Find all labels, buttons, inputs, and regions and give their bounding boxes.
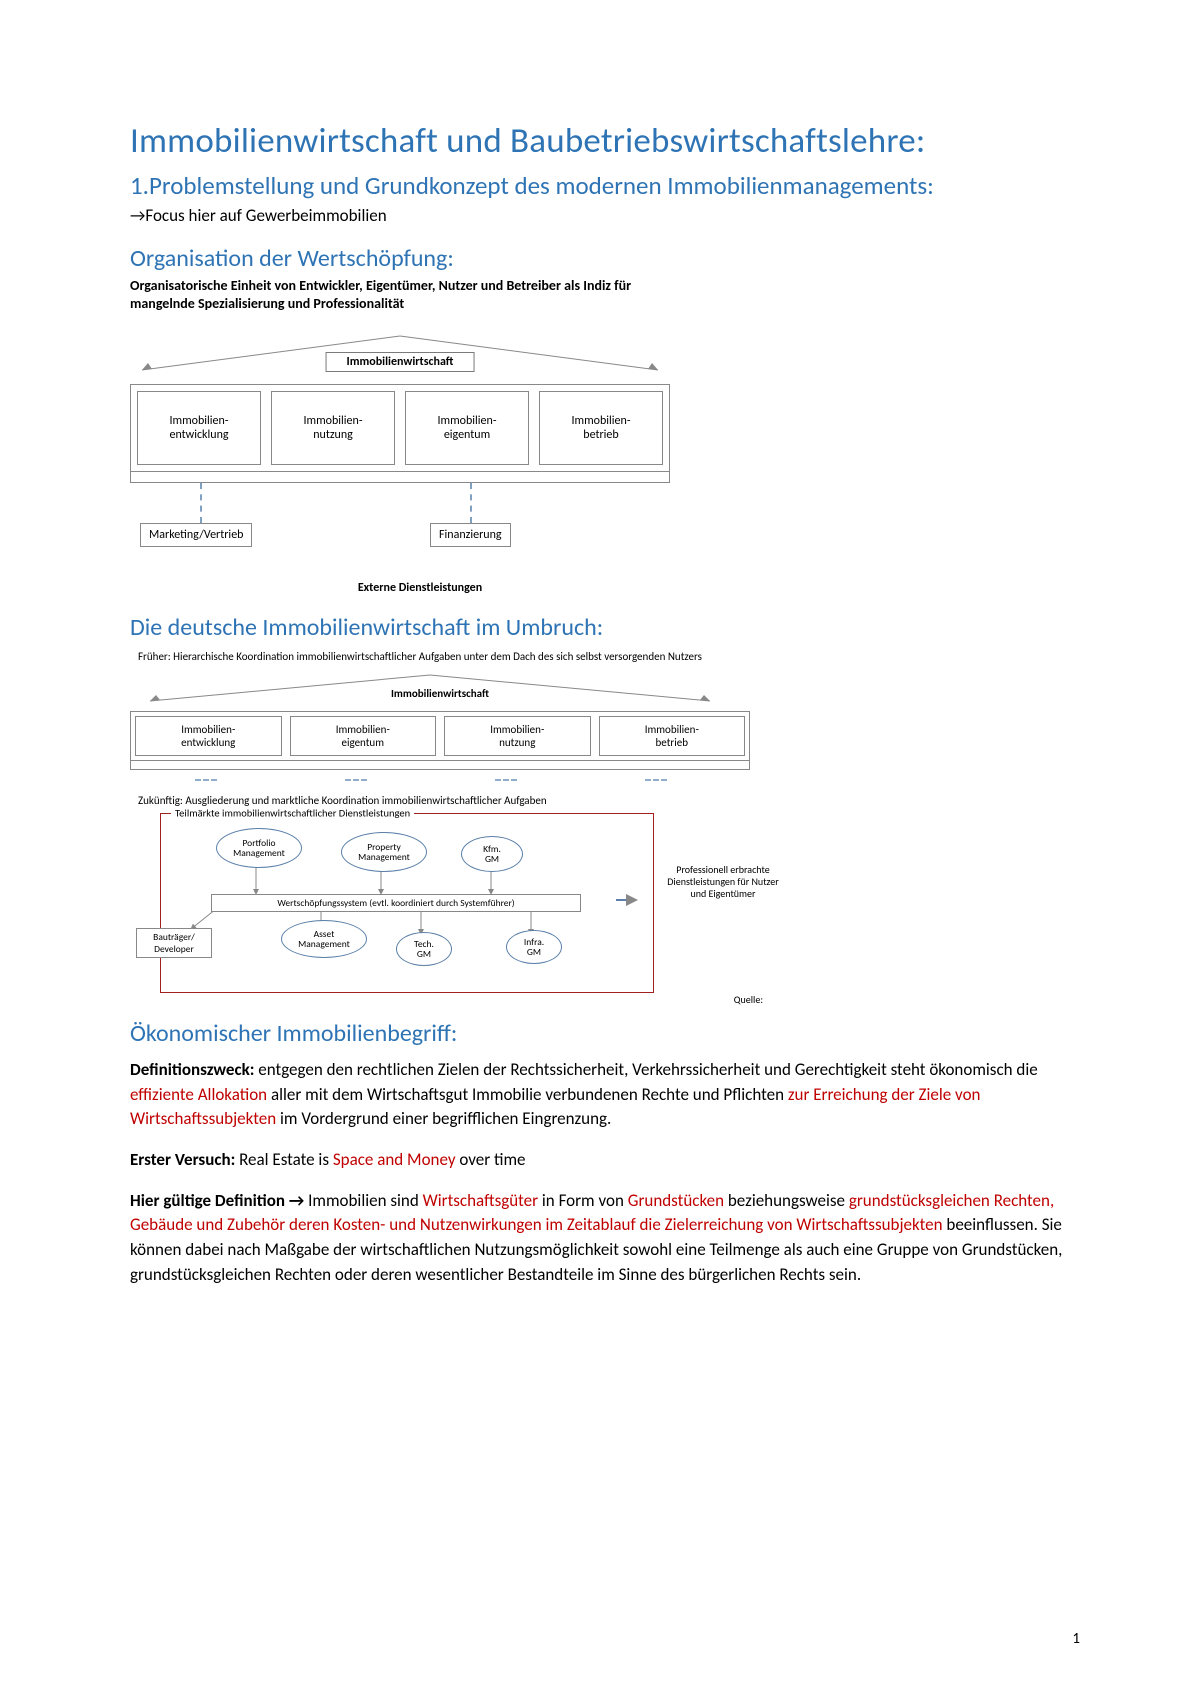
- d1-box-4: Immobilien- betrieb: [539, 391, 663, 466]
- d2-box-2: Immobilien- eigentum: [290, 716, 437, 756]
- diagram1-boxes-row: Immobilien- entwicklung Immobilien- nutz…: [130, 384, 670, 473]
- diagram1-spacer: [130, 472, 670, 483]
- d2-market-box: Teilmärkte immobilienwirtschaftlicher Di…: [160, 813, 654, 993]
- d2-box-3: Immobilien- nutzung: [444, 716, 591, 756]
- diagram1-connectors: [130, 483, 670, 523]
- section1-heading: Organisation der Wertschöpfung:: [130, 244, 1090, 273]
- oval-kfm: Kfm. GM: [461, 836, 523, 872]
- oval-portfolio: Portfolio Management: [216, 828, 302, 868]
- oval-tech: Tech. GM: [396, 932, 452, 966]
- d2-roof-label: Immobilienwirtschaft: [385, 687, 495, 700]
- diagram1-roof-label: Immobilienwirtschaft: [326, 352, 475, 372]
- d1-box-3: Immobilien- eigentum: [405, 391, 529, 466]
- d2-quelle: Quelle:: [734, 993, 763, 1006]
- d2-spacer: [130, 761, 750, 770]
- page-number: 1: [1072, 1630, 1080, 1648]
- d2-arrows-row: [130, 770, 750, 792]
- diagram-organisation: Immobilienwirtschaft Immobilien- entwick…: [130, 330, 670, 596]
- section2-heading: Die deutsche Immobilienwirtschaft im Umb…: [130, 613, 1090, 642]
- d2-caption-mid: Zukünftig: Ausgliederung und marktliche …: [138, 794, 750, 807]
- oval-asset: Asset Management: [281, 920, 367, 958]
- diagram1-bottom-row: Marketing/Vertrieb Finanzierung: [130, 523, 670, 551]
- p-erster-versuch: Erster Versuch: Real Estate is Space and…: [130, 1148, 1090, 1173]
- p-hier-gueltig: Hier gültige Definition → Immobilien sin…: [130, 1189, 1090, 1288]
- d1-box-2: Immobilien- nutzung: [271, 391, 395, 466]
- section3-heading: Ökonomischer Immobilienbegriff:: [130, 1019, 1090, 1048]
- p-definitionszweck: Definitionszweck: entgegen den rechtlich…: [130, 1058, 1090, 1132]
- d1-box-1: Immobilien- entwicklung: [137, 391, 261, 466]
- developer-box: Bauträger/ Developer: [136, 928, 212, 958]
- ws-box: Wertschöpfungssystem (evtl. koordiniert …: [211, 894, 581, 912]
- d2-side-text: Professionell erbrachte Dienstleistungen…: [663, 864, 783, 900]
- diagram-umbruch: Früher: Hierarchische Koordination immob…: [130, 650, 750, 993]
- oval-infra: Infra. GM: [506, 930, 562, 964]
- oval-property: Property Management: [341, 832, 427, 872]
- d2-box-1: Immobilien- entwicklung: [135, 716, 282, 756]
- subtitle: 1.Problemstellung und Grundkonzept des m…: [130, 170, 1090, 201]
- section1-caption: Organisatorische Einheit von Entwickler,…: [130, 277, 650, 313]
- d1-bottom-left: Marketing/Vertrieb: [140, 523, 252, 547]
- d2-market-label: Teilmärkte immobilienwirtschaftlicher Di…: [171, 807, 414, 820]
- arrow-icon: →: [130, 205, 145, 226]
- diagram1-ext-label: Externe Dienstleistungen: [130, 581, 670, 595]
- d2-box-4: Immobilien- betrieb: [599, 716, 746, 756]
- d2-caption-top: Früher: Hierarchische Koordination immob…: [138, 650, 718, 664]
- d1-bottom-right: Finanzierung: [430, 523, 511, 547]
- focus-line: →Focus hier auf Gewerbeimmobilien: [130, 205, 1090, 226]
- d2-boxes-row: Immobilien- entwicklung Immobilien- eige…: [130, 711, 750, 761]
- main-title: Immobilienwirtschaft und Baubetriebswirt…: [130, 120, 1090, 162]
